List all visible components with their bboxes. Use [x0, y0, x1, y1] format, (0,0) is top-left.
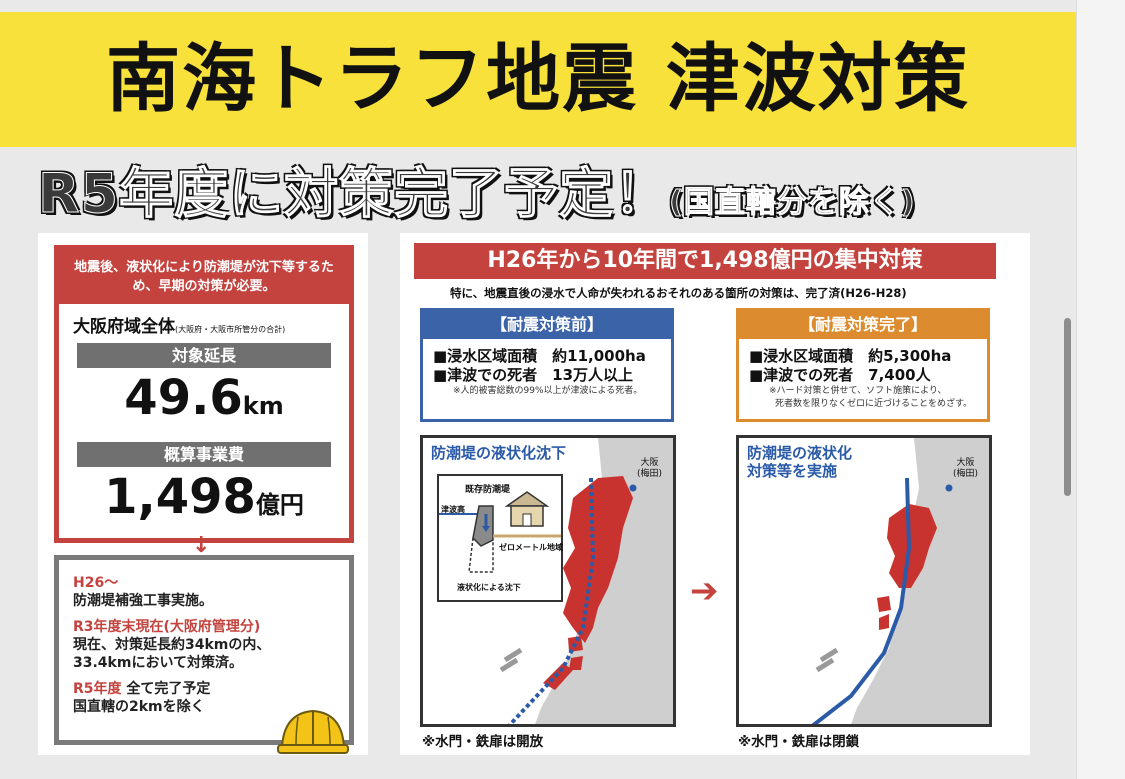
step-body: 現在、対策延長約34kmの内、33.4kmにおいて対策済。 — [73, 637, 271, 671]
measures-panel: H26年から10年間で1,498億円の集中対策 特に、地震直後の浸水で人命が失わ… — [400, 233, 1030, 755]
map-after-title: 防潮堤の液状化 対策等を実施 — [747, 444, 852, 480]
map-after-title-line1: 防潮堤の液状化 — [747, 444, 853, 462]
hard-hat-icon — [277, 709, 349, 754]
map-after-title-line2: 対策等を実施 — [747, 462, 838, 480]
region-note: (大阪府・大阪市所管分の合計) — [175, 325, 286, 334]
before-area: ■浸水区域面積 約11,000ha — [433, 347, 646, 365]
city-label: 大阪 (梅田) — [953, 458, 978, 480]
city-sub: (梅田) — [637, 469, 663, 479]
completion-note: 特に、地震直後の浸水で人命が失われるおそれのある箇所の対策は、完了済(H26-H… — [450, 286, 907, 300]
before-footnote: ※人的被害総数の99%以上が津波による死者。 — [453, 386, 643, 396]
page-title: 南海トラフ地震 津波対策 — [106, 36, 970, 122]
map-before-title: 防潮堤の液状化沈下 — [431, 444, 567, 462]
summary-header: 地震後、液状化により防潮堤が沈下等するため、早期の対策が必要。 — [59, 250, 349, 304]
right-arrow-icon: ➔ — [690, 571, 719, 611]
timeline-box: H26～ 防潮堤補強工事実施。 R3年度末現在(大阪府管理分) 現在、対策延長約… — [54, 555, 354, 745]
before-header: 【耐震対策前】 — [423, 311, 671, 339]
length-value: 49.6km — [59, 368, 349, 436]
after-box: 【耐震対策完了】 ■浸水区域面積 約5,300ha ■津波での死者 7,400人… — [736, 308, 990, 422]
city-name: 大阪 — [956, 458, 975, 468]
after-area: ■浸水区域面積 約5,300ha — [749, 347, 952, 365]
before-deaths: ■津波での死者 13万人以上 — [433, 366, 634, 384]
map-before-caption: ※水門・鉄扉は開放 — [422, 734, 544, 750]
city-label: 大阪 (梅田) — [637, 458, 662, 480]
inset-zero-label: ゼロメートル地域 — [499, 543, 563, 552]
coast-map-before — [499, 438, 673, 724]
after-footnote: ※ハード対策と併せて、ソフト施策により、 — [769, 386, 947, 396]
map-after-caption: ※水門・鉄扉は閉鎖 — [738, 734, 860, 750]
step-head: H26～ — [73, 575, 119, 591]
cost-label: 概算事業費 — [77, 442, 331, 467]
inset-tide-label: 津波高 — [441, 505, 465, 514]
length-unit: km — [242, 392, 284, 420]
project-summary-box: 地震後、液状化により防潮堤が沈下等するため、早期の対策が必要。 大阪府域全体(大… — [54, 245, 354, 543]
cost-number: 1,498 — [104, 469, 256, 525]
step-head-year: R5年度 — [73, 681, 122, 697]
subtitle-main: R5年度に対策完了予定！ — [37, 162, 670, 225]
budget-banner: H26年から10年間で1,498億円の集中対策 — [414, 243, 996, 279]
scrollbar-thumb[interactable] — [1064, 318, 1071, 496]
city-name: 大阪 — [640, 458, 659, 468]
length-number: 49.6 — [124, 370, 243, 426]
region-label: 大阪府域全体(大阪府・大阪市所管分の合計) — [73, 312, 349, 337]
step-body: 防潮堤補強工事実施。 — [73, 593, 213, 609]
after-deaths: ■津波での死者 7,400人 — [749, 366, 931, 384]
seawall-diagram — [439, 491, 561, 573]
inset-title: 既存防潮堤 — [465, 485, 511, 495]
down-arrow-icon: ↓ — [192, 533, 211, 558]
city-sub: (梅田) — [953, 469, 979, 479]
inset-sink-label: 液状化による沈下 — [457, 583, 521, 592]
coast-map-after — [811, 438, 989, 724]
after-footnote: 死者数を限りなくゼロに近づけることをめざす。 — [775, 399, 973, 409]
step-head: R3年度末現在(大阪府管理分) — [73, 619, 261, 635]
region-name: 大阪府域全体 — [73, 317, 175, 337]
step-body: 国直轄の2kmを除く — [73, 699, 205, 715]
side-strip — [1076, 0, 1125, 779]
title-banner — [0, 12, 1076, 147]
step-head: R5年度 全て完了予定 — [73, 680, 341, 698]
seawall-inset: 既存防潮堤 津波高 ゼロメートル地域 液状化による沈下 — [437, 474, 563, 602]
step-head-extra: 全て完了予定 — [121, 681, 211, 697]
cost-unit: 億円 — [255, 491, 304, 519]
subtitle: R5年度に対策完了予定！(国直轄分を除く) — [37, 162, 916, 234]
subtitle-note: (国直轄分を除く) — [669, 185, 916, 221]
length-label: 対象延長 — [77, 343, 331, 368]
after-header: 【耐震対策完了】 — [739, 311, 987, 339]
cost-value: 1,498億円 — [59, 467, 349, 535]
summary-panel: 地震後、液状化により防潮堤が沈下等するため、早期の対策が必要。 大阪府域全体(大… — [38, 233, 368, 755]
map-before: 防潮堤の液状化沈下 大阪 (梅田) 既存防潮堤 津波高 ゼロメートル地域 液状化… — [420, 435, 676, 727]
before-box: 【耐震対策前】 ■浸水区域面積 約11,000ha ■津波での死者 13万人以上… — [420, 308, 674, 422]
map-after: 防潮堤の液状化 対策等を実施 大阪 (梅田) — [736, 435, 992, 727]
